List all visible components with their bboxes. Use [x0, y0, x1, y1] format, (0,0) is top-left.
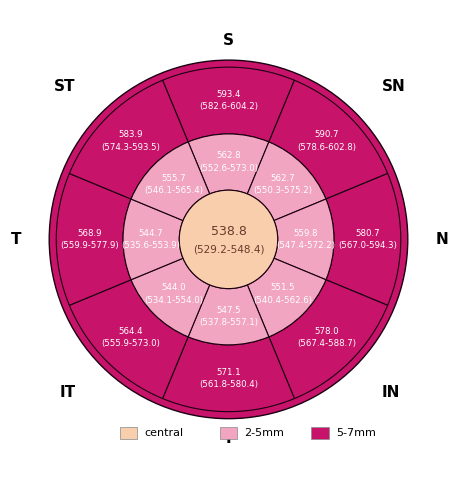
Text: 564.4
(555.9-573.0): 564.4 (555.9-573.0)	[101, 327, 160, 348]
Text: 544.7
(535.6-553.9): 544.7 (535.6-553.9)	[122, 228, 181, 250]
Wedge shape	[163, 67, 294, 142]
Text: (529.2-548.4): (529.2-548.4)	[193, 244, 264, 254]
Wedge shape	[188, 134, 269, 194]
Text: 580.7
(567.0-594.3): 580.7 (567.0-594.3)	[338, 228, 397, 250]
Wedge shape	[269, 80, 388, 199]
Wedge shape	[131, 142, 210, 220]
Wedge shape	[123, 199, 183, 280]
Text: central: central	[144, 428, 183, 438]
Circle shape	[179, 190, 278, 288]
Text: I: I	[226, 430, 231, 446]
Text: 583.9
(574.3-593.5): 583.9 (574.3-593.5)	[101, 130, 160, 152]
Text: S: S	[223, 34, 234, 48]
Wedge shape	[69, 80, 188, 199]
Text: N: N	[436, 232, 449, 247]
Text: 544.0
(534.1-554.0): 544.0 (534.1-554.0)	[144, 284, 203, 305]
Text: SN: SN	[382, 79, 405, 94]
Wedge shape	[188, 285, 269, 345]
Text: IN: IN	[382, 385, 400, 400]
Text: 559.8
(547.4-572.2): 559.8 (547.4-572.2)	[276, 228, 335, 250]
Text: 2-5mm: 2-5mm	[244, 428, 284, 438]
FancyBboxPatch shape	[120, 426, 137, 439]
Text: 551.5
(540.4-562.6): 551.5 (540.4-562.6)	[254, 284, 313, 305]
Wedge shape	[326, 174, 401, 306]
Text: 555.7
(546.1-565.4): 555.7 (546.1-565.4)	[144, 174, 203, 196]
Text: 578.0
(567.4-588.7): 578.0 (567.4-588.7)	[297, 327, 356, 348]
Wedge shape	[247, 142, 326, 220]
Wedge shape	[274, 199, 334, 280]
Wedge shape	[69, 280, 188, 398]
Wedge shape	[247, 258, 326, 337]
Circle shape	[49, 60, 408, 418]
Text: IT: IT	[59, 385, 75, 400]
Text: 5-7mm: 5-7mm	[336, 428, 376, 438]
FancyBboxPatch shape	[220, 426, 237, 439]
Wedge shape	[163, 337, 294, 411]
Wedge shape	[131, 258, 210, 337]
Text: 547.5
(537.8-557.1): 547.5 (537.8-557.1)	[199, 306, 258, 328]
Text: ST: ST	[54, 79, 75, 94]
Text: 538.8: 538.8	[211, 225, 246, 238]
Wedge shape	[56, 174, 131, 306]
Text: 590.7
(578.6-602.8): 590.7 (578.6-602.8)	[297, 130, 356, 152]
FancyBboxPatch shape	[311, 426, 329, 439]
Wedge shape	[269, 280, 388, 398]
Text: 562.8
(552.6-573.0): 562.8 (552.6-573.0)	[199, 152, 258, 173]
Text: 593.4
(582.6-604.2): 593.4 (582.6-604.2)	[199, 90, 258, 112]
Text: 571.1
(561.8-580.4): 571.1 (561.8-580.4)	[199, 368, 258, 389]
Text: 562.7
(550.3-575.2): 562.7 (550.3-575.2)	[254, 174, 313, 196]
Text: T: T	[11, 232, 21, 247]
Text: 568.9
(559.9-577.9): 568.9 (559.9-577.9)	[60, 228, 119, 250]
